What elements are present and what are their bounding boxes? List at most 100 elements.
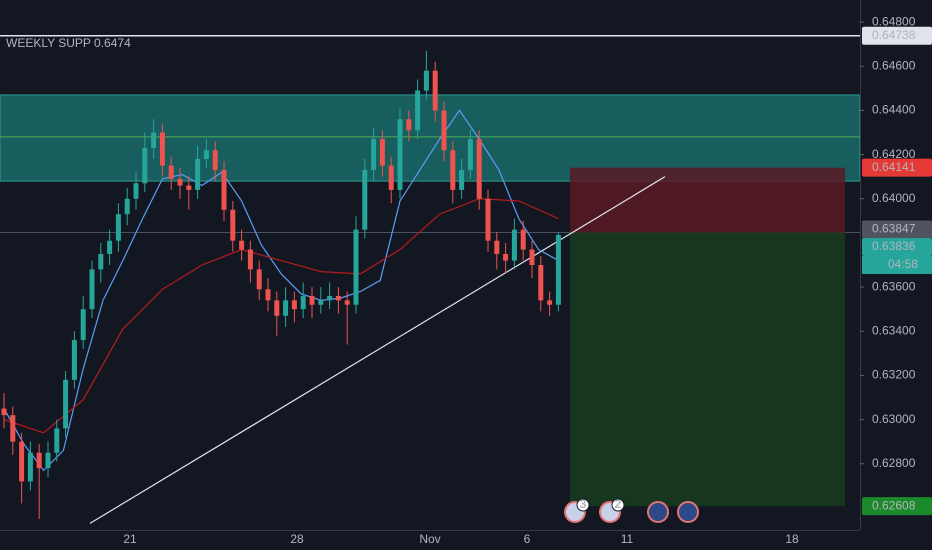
candle-body <box>107 240 113 254</box>
y-tick-label: 0.64200 <box>872 147 916 161</box>
candle-body <box>335 295 341 301</box>
price-badge <box>862 26 932 45</box>
candle-body <box>265 289 271 301</box>
x-tick-label: 28 <box>290 532 304 546</box>
candle-body <box>467 139 473 171</box>
y-tick-label: 0.64800 <box>872 14 916 28</box>
candle-body <box>151 132 157 148</box>
event-icon[interactable] <box>647 501 669 523</box>
candle-body <box>503 253 509 261</box>
candle-body <box>124 198 130 215</box>
price-badge <box>862 497 932 516</box>
candle-body <box>406 119 412 131</box>
candle-body <box>71 340 77 380</box>
price-badge-label: 0.63847 <box>872 222 916 236</box>
candle-body <box>362 170 368 230</box>
candle-body <box>142 147 148 184</box>
candle-body <box>353 229 359 305</box>
candle-body <box>291 300 297 310</box>
candle-body <box>274 300 280 316</box>
x-tick-label: Nov <box>419 532 440 546</box>
candle-body <box>221 170 227 210</box>
stop-zone <box>570 167 845 233</box>
y-tick-label: 0.64400 <box>872 103 916 117</box>
candle-body <box>388 165 394 190</box>
candle-body <box>318 300 324 305</box>
candle-body <box>80 309 86 341</box>
price-badge <box>862 237 932 256</box>
event-count: 2 <box>615 497 622 511</box>
candle-body <box>300 295 306 310</box>
annotation: WEEKLY SUPP 0.6474 <box>6 36 131 50</box>
trendline <box>89 176 666 524</box>
candle-body <box>415 90 421 131</box>
y-tick-label: 0.62800 <box>872 456 916 470</box>
candle-body <box>256 269 262 290</box>
price-badge <box>862 220 932 239</box>
candle-body <box>195 159 201 190</box>
candle-body <box>168 165 174 179</box>
y-tick-label: 0.63600 <box>872 279 916 293</box>
candle-body <box>476 139 482 199</box>
candle-body <box>247 249 253 270</box>
candle-body <box>212 150 218 171</box>
candle-body <box>203 150 209 159</box>
candle-body <box>379 139 385 166</box>
x-tick-label: 6 <box>524 532 531 546</box>
candle-body <box>555 234 561 305</box>
candle-body <box>432 70 438 111</box>
moving-average <box>3 198 559 434</box>
candle-body <box>27 452 33 482</box>
candle-body <box>371 139 377 171</box>
candle-body <box>423 70 429 91</box>
candle-body <box>327 295 333 301</box>
candle-body <box>459 170 465 190</box>
candle-body <box>63 379 69 429</box>
candle-body <box>54 428 60 453</box>
candle-body <box>441 110 447 151</box>
price-badge-label: 0.64141 <box>872 160 916 174</box>
moving-average <box>3 109 559 472</box>
x-tick-label: 18 <box>785 532 799 546</box>
candle-body <box>283 300 289 316</box>
candle-body <box>494 240 500 254</box>
candle-body <box>19 441 25 482</box>
candle-body <box>89 269 95 310</box>
event-count-badge <box>611 498 625 512</box>
candle-body <box>450 150 456 190</box>
y-tick-label: 0.64600 <box>872 58 916 72</box>
candle-body <box>98 253 104 270</box>
candle-body <box>397 119 403 190</box>
candle-body <box>45 452 51 469</box>
price-badge <box>862 158 932 177</box>
event-count-badge <box>576 498 590 512</box>
candle-body <box>485 198 491 241</box>
candle-body <box>230 209 236 241</box>
candle-body <box>10 415 16 442</box>
price-badge-label: 0.63836 <box>872 239 916 253</box>
candle-body <box>186 185 192 190</box>
candle-body <box>115 214 121 241</box>
y-tick-label: 0.63000 <box>872 412 916 426</box>
event-icon[interactable] <box>677 501 699 523</box>
target-zone <box>570 232 845 507</box>
candle-body <box>520 229 526 250</box>
candle-body <box>529 249 535 265</box>
price-badge-label: 0.64738 <box>872 28 916 42</box>
candle-body <box>133 183 139 199</box>
candle-body <box>309 295 315 305</box>
y-tick-label: 0.63200 <box>872 368 916 382</box>
x-tick-label: 21 <box>123 532 137 546</box>
candle-body <box>547 300 553 305</box>
y-tick-label: 0.63400 <box>872 323 916 337</box>
candle-body <box>159 132 165 166</box>
candle-body <box>538 265 544 301</box>
candle-body <box>177 178 183 186</box>
candle-body <box>239 240 245 250</box>
countdown: 04:58 <box>888 257 918 271</box>
price-badge-label: 0.62608 <box>872 498 916 512</box>
candle-body <box>344 300 350 305</box>
candle-body <box>511 229 517 261</box>
x-tick-label: 11 <box>621 532 634 546</box>
